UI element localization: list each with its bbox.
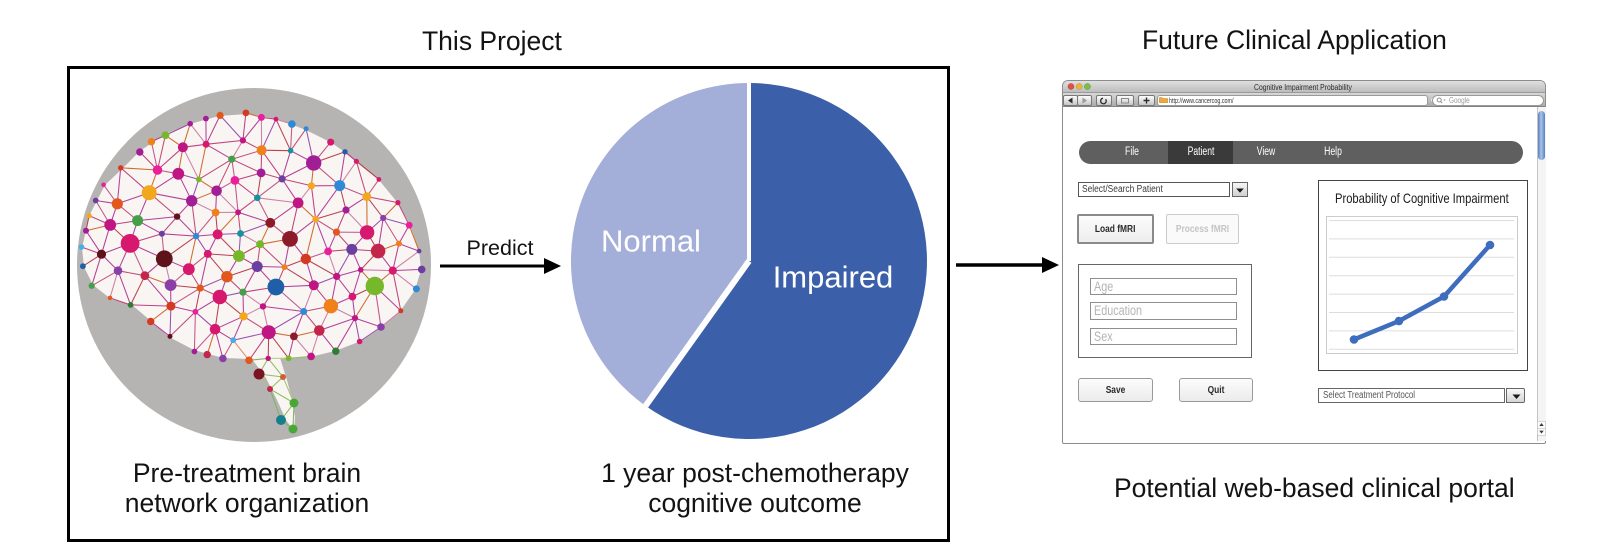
svg-text:Impaired: Impaired [773, 260, 894, 295]
svg-text:Normal: Normal [601, 224, 701, 259]
